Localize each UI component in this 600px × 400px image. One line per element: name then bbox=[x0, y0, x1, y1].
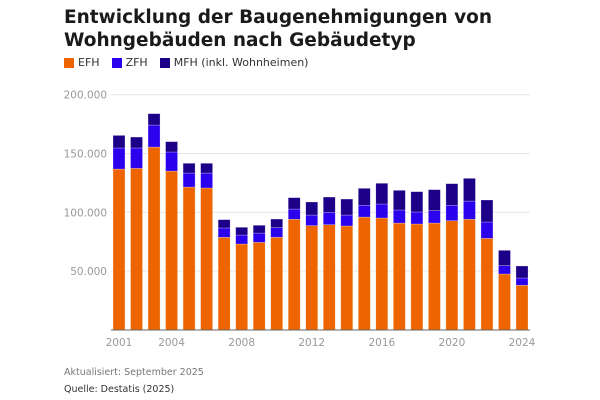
bar-mfh-2017 bbox=[393, 190, 406, 211]
bar-zfh-2016 bbox=[375, 203, 389, 219]
bar-efh-2020 bbox=[445, 220, 459, 331]
bar-zfh-2010 bbox=[270, 227, 283, 238]
bar-mfh-2013 bbox=[323, 196, 336, 213]
bar-zfh-2002 bbox=[130, 147, 143, 169]
y-tick-label: 200.000 bbox=[64, 90, 107, 102]
bar-mfh-2007 bbox=[217, 219, 231, 229]
bar-zfh-2007 bbox=[217, 227, 231, 238]
bar-mfh-2011 bbox=[287, 197, 301, 210]
bar-efh-2017 bbox=[393, 222, 406, 331]
bar-efh-2024 bbox=[515, 285, 529, 331]
bar-mfh-2010 bbox=[270, 218, 283, 228]
legend-swatch-zfh bbox=[111, 57, 122, 68]
bar-mfh-2002 bbox=[130, 136, 143, 149]
x-tick-label: 2004 bbox=[158, 337, 185, 349]
bar-mfh-2023 bbox=[498, 250, 511, 266]
bar-zfh-2015 bbox=[358, 205, 371, 218]
legend-swatch-mfh bbox=[159, 57, 170, 68]
bar-mfh-2015 bbox=[358, 188, 371, 206]
bar-mfh-2018 bbox=[410, 191, 424, 213]
x-tick-label: 2020 bbox=[439, 337, 466, 349]
bar-mfh-2001 bbox=[112, 135, 126, 149]
bar-zfh-2004 bbox=[165, 151, 178, 172]
legend-swatch-efh bbox=[64, 57, 74, 68]
bar-zfh-2011 bbox=[287, 208, 301, 220]
bar-zfh-2003 bbox=[147, 124, 161, 148]
bar-zfh-2009 bbox=[252, 232, 266, 243]
bar-efh-2004 bbox=[165, 170, 178, 331]
bar-mfh-2012 bbox=[305, 201, 318, 216]
bar-zfh-2018 bbox=[410, 211, 424, 225]
bar-efh-2014 bbox=[340, 225, 354, 331]
bar-zfh-2017 bbox=[393, 209, 406, 224]
bar-zfh-2013 bbox=[323, 212, 336, 225]
bar-efh-2002 bbox=[130, 168, 143, 331]
bar-mfh-2005 bbox=[182, 163, 196, 174]
bar-mfh-2016 bbox=[375, 183, 389, 205]
chart-title: Entwicklung der Baugenehmigungen von Woh… bbox=[64, 7, 493, 51]
legend-label-mfh: MFH (inkl. Wohnheimen) bbox=[173, 56, 309, 69]
bar-mfh-2019 bbox=[428, 189, 441, 211]
bar-mfh-2022 bbox=[480, 199, 494, 223]
bar-zfh-2001 bbox=[112, 147, 126, 170]
source-note: Quelle: Destatis (2025) bbox=[64, 384, 175, 395]
bar-efh-2011 bbox=[287, 219, 301, 331]
bar-efh-2010 bbox=[270, 237, 283, 331]
bar-efh-2001 bbox=[112, 168, 126, 331]
bar-zfh-2020 bbox=[445, 205, 459, 221]
bar-efh-2006 bbox=[200, 187, 213, 331]
bar-mfh-2021 bbox=[463, 178, 476, 202]
bar-mfh-2014 bbox=[340, 198, 354, 216]
bar-zfh-2023 bbox=[498, 265, 511, 275]
bar-efh-2005 bbox=[182, 186, 196, 331]
bar-efh-2022 bbox=[480, 238, 494, 331]
x-tick-label: 2012 bbox=[298, 337, 325, 349]
legend-item-efh: EFH bbox=[64, 56, 100, 69]
bar-zfh-2005 bbox=[182, 172, 196, 188]
bar-efh-2008 bbox=[235, 243, 248, 331]
bar-mfh-2006 bbox=[200, 163, 213, 174]
bar-mfh-2024 bbox=[515, 265, 529, 279]
bar-efh-2018 bbox=[410, 223, 424, 331]
bar-efh-2003 bbox=[147, 146, 161, 331]
x-tick-label: 2001 bbox=[106, 337, 133, 349]
bar-efh-2013 bbox=[323, 224, 336, 331]
bar-mfh-2009 bbox=[252, 225, 266, 234]
bar-zfh-2024 bbox=[515, 277, 529, 286]
updated-note: Aktualisiert: September 2025 bbox=[64, 367, 204, 378]
y-tick-label: 50.000 bbox=[70, 266, 107, 278]
legend-label-efh: EFH bbox=[78, 56, 100, 69]
bar-efh-2016 bbox=[375, 217, 389, 331]
y-tick-label: 150.000 bbox=[64, 149, 107, 161]
bar-zfh-2008 bbox=[235, 234, 248, 245]
bar-mfh-2020 bbox=[445, 183, 459, 206]
x-tick-label: 2008 bbox=[228, 337, 255, 349]
legend-item-mfh: MFH (inkl. Wohnheimen) bbox=[159, 56, 309, 69]
bar-mfh-2003 bbox=[147, 113, 161, 126]
bar-mfh-2008 bbox=[235, 227, 248, 236]
legend-item-zfh: ZFH bbox=[111, 56, 148, 69]
y-tick-label: 100.000 bbox=[64, 207, 107, 219]
x-tick-label: 2016 bbox=[368, 337, 395, 349]
legend: EFH ZFH MFH (inkl. Wohnheimen) bbox=[64, 56, 308, 69]
bar-efh-2012 bbox=[305, 225, 318, 331]
bar-zfh-2019 bbox=[428, 210, 441, 224]
x-tick-label: 2024 bbox=[509, 337, 536, 349]
bar-efh-2021 bbox=[463, 219, 476, 331]
bar-zfh-2021 bbox=[463, 200, 476, 220]
bar-efh-2023 bbox=[498, 273, 511, 331]
legend-label-zfh: ZFH bbox=[125, 56, 148, 69]
bar-efh-2015 bbox=[358, 216, 371, 331]
bar-zfh-2012 bbox=[305, 214, 318, 226]
bar-efh-2007 bbox=[217, 237, 231, 331]
bar-zfh-2006 bbox=[200, 172, 213, 189]
bar-zfh-2014 bbox=[340, 214, 354, 227]
bar-mfh-2004 bbox=[165, 141, 178, 153]
bar-efh-2019 bbox=[428, 222, 441, 331]
bar-efh-2009 bbox=[252, 242, 266, 331]
bar-zfh-2022 bbox=[480, 221, 494, 239]
